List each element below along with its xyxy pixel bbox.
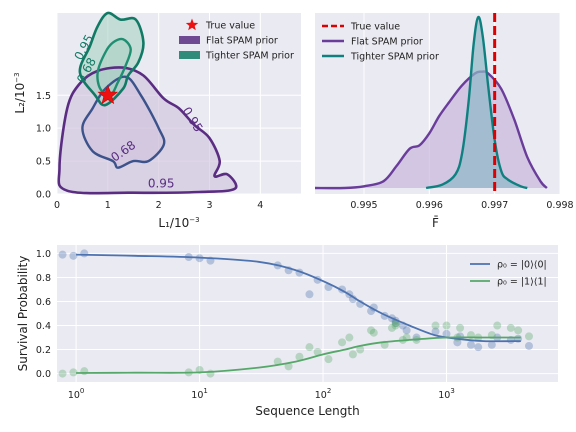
survival-probability-panel: 0.0 0.2 0.4 0.6 0.8 1.0 100 101 102 103 Sequence L… [16, 245, 558, 418]
data-point [442, 321, 451, 330]
density-fill [426, 16, 528, 189]
data-point [442, 329, 451, 338]
legend-label: Flat SPAM prior [351, 37, 423, 48]
data-point [356, 345, 365, 354]
data-point [431, 321, 440, 330]
y-tick-label: 0.0 [36, 190, 51, 201]
x-tick-label: 2 [156, 200, 162, 211]
contour-line-95 [57, 66, 238, 195]
y-tick-label: 0.0 [36, 369, 51, 380]
data-point [387, 323, 396, 332]
contour-fill-outer [79, 12, 144, 106]
data-point [367, 326, 376, 335]
legend-label: Tighter SPAM prior [350, 52, 439, 63]
x-tick-label: 100 [68, 387, 85, 401]
x-tick-label: 0.995 [350, 200, 377, 211]
legend-label: Flat SPAM prior [206, 36, 278, 47]
data-point [69, 251, 78, 260]
x-axis-label: L₁/10−3 [158, 216, 199, 230]
density-curve [425, 15, 528, 190]
legend-label: True value [350, 22, 400, 33]
data-point [456, 323, 465, 332]
y-tick-label: 0.2 [36, 345, 51, 356]
data-point [273, 357, 282, 366]
data-point [431, 327, 440, 336]
legend-label: ρ₀ = |0⟩⟨0| [497, 260, 547, 271]
legend-swatch [179, 51, 200, 59]
data-point [474, 343, 483, 352]
data-point [493, 321, 502, 330]
y-tick-label: 1.0 [36, 124, 51, 135]
data-point [391, 321, 400, 330]
fidelity-density-panel: 0.995 0.996 0.997 0.998 F̄ True value Flat SPA… [314, 13, 574, 230]
data-point [345, 333, 354, 342]
data-point [524, 332, 533, 341]
y-axis-label: L₂/10−3 [13, 72, 27, 113]
legend-swatch [179, 36, 200, 44]
contour-line-95 [78, 11, 145, 107]
data-point [324, 355, 333, 364]
legend-label: Tighter SPAM prior [205, 51, 294, 62]
data-point [295, 352, 304, 361]
contour-panel: 0 1 2 3 40.00.51.01.50.950.680.950.680.95L₁/… [13, 11, 301, 230]
data-point [348, 295, 357, 304]
x-axis-label: F̄ [432, 216, 439, 230]
data-point [58, 369, 67, 378]
true-value-star [97, 84, 119, 105]
data-point [514, 326, 523, 335]
x-tick-label: 1 [105, 200, 111, 211]
data-point [58, 250, 67, 259]
x-tick-label: 3 [206, 200, 212, 211]
y-tick-label: 1.0 [36, 249, 51, 260]
data-point [369, 328, 378, 337]
contour-line-68 [96, 37, 132, 97]
x-tick-label: 102 [315, 387, 332, 401]
y-axis-label: Survival Probability [16, 256, 30, 372]
data-point [284, 362, 293, 371]
y-tick-label: 0.6 [36, 297, 51, 308]
y-tick-label: 0.8 [36, 273, 51, 284]
data-point [305, 343, 314, 352]
data-point [402, 326, 411, 335]
y-tick-label: 0.4 [36, 321, 51, 332]
data-point [348, 350, 357, 359]
data-point [506, 323, 515, 332]
y-tick-label: 1.5 [36, 91, 51, 102]
data-point [305, 290, 314, 299]
data-point [80, 367, 89, 376]
x-tick-label: 0.996 [416, 200, 443, 211]
density-curve [314, 70, 548, 190]
x-axis-label: Sequence Length [255, 404, 359, 418]
x-tick-label: 4 [257, 200, 263, 211]
data-point [466, 340, 475, 349]
data-point [69, 368, 78, 377]
fit-curve [76, 253, 521, 343]
legend-label: True value [205, 21, 255, 32]
x-tick-label: 0.998 [546, 200, 573, 211]
x-tick-label: 103 [438, 387, 455, 401]
data-point [338, 338, 347, 347]
fit-curve [76, 336, 521, 374]
data-point [524, 341, 533, 350]
contour-line-68 [81, 75, 166, 169]
data-point [313, 347, 322, 356]
data-point [487, 340, 496, 349]
survival-plot-area [57, 245, 558, 382]
legend-true-value-marker [185, 18, 199, 31]
x-tick-label: 101 [191, 387, 208, 401]
x-tick-label: 0.997 [481, 200, 508, 211]
legend-label: ρ₀ = |1⟩⟨1| [497, 277, 547, 288]
contour-label: 0.95 [148, 176, 175, 190]
data-point [453, 338, 462, 347]
data-point [80, 249, 89, 258]
y-tick-label: 0.5 [36, 157, 51, 168]
x-tick-label: 0 [54, 200, 60, 211]
